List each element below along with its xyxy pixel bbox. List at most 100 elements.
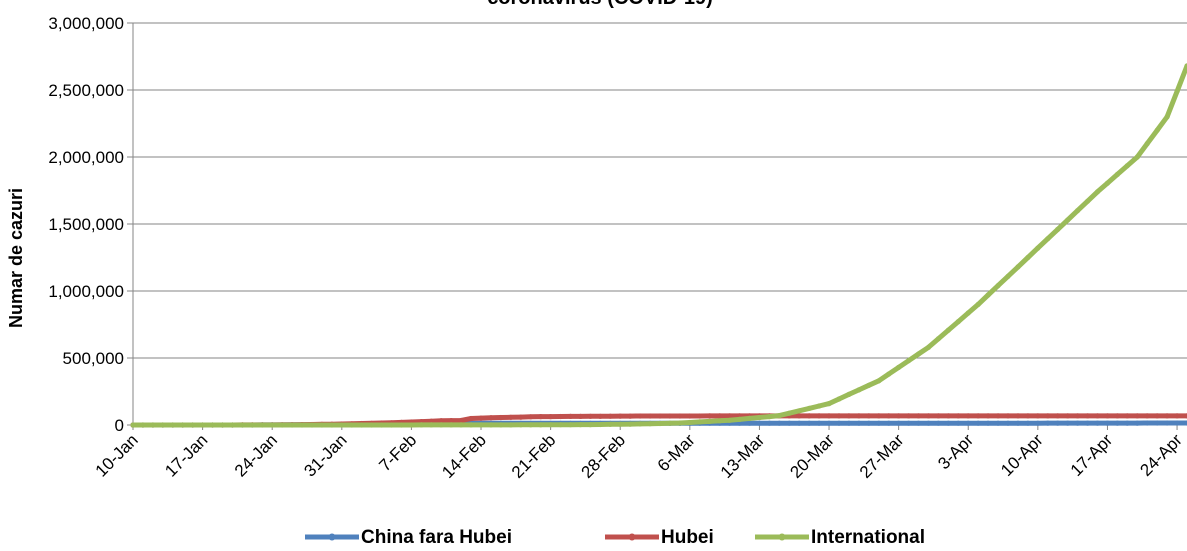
data-point xyxy=(876,420,882,426)
axes xyxy=(127,22,1187,430)
data-point xyxy=(587,413,594,419)
data-point xyxy=(1045,420,1051,426)
x-tick-label: 28-Feb xyxy=(578,430,630,482)
data-point xyxy=(1085,198,1091,204)
data-point xyxy=(925,413,932,419)
data-point xyxy=(945,327,952,333)
data-point xyxy=(607,421,613,427)
data-point xyxy=(1134,413,1140,419)
data-point xyxy=(1025,254,1031,261)
data-point xyxy=(995,413,1001,419)
data-point xyxy=(1164,413,1170,419)
legend-label: Hubei xyxy=(661,527,714,548)
data-point xyxy=(488,422,494,428)
data-point xyxy=(975,301,981,307)
data-point xyxy=(1174,420,1180,426)
data-point xyxy=(369,422,375,428)
data-point xyxy=(1035,413,1041,419)
data-point xyxy=(548,414,554,420)
data-point xyxy=(985,292,991,298)
data-point xyxy=(955,413,961,419)
data-point xyxy=(468,415,474,422)
data-point xyxy=(826,413,832,419)
data-point xyxy=(776,413,782,419)
data-point xyxy=(806,405,812,411)
data-point xyxy=(1035,245,1041,251)
data-point xyxy=(637,421,643,427)
data-point xyxy=(577,422,584,428)
data-point xyxy=(776,420,782,426)
data-point xyxy=(1154,127,1160,133)
data-point xyxy=(528,414,534,420)
data-point xyxy=(707,418,713,424)
data-point xyxy=(518,414,524,420)
data-point xyxy=(896,420,902,426)
data-point xyxy=(816,403,822,409)
data-point xyxy=(1174,88,1180,94)
data-point xyxy=(597,413,603,419)
data-point xyxy=(727,413,733,419)
data-point xyxy=(249,422,255,428)
data-point xyxy=(876,378,882,384)
data-point xyxy=(955,420,961,426)
x-tick-label: 24-Jan xyxy=(231,430,281,480)
data-point xyxy=(906,420,912,426)
y-tick-label: 3,000,000 xyxy=(48,14,124,33)
data-point xyxy=(985,413,991,419)
data-point xyxy=(548,422,554,428)
data-point xyxy=(1104,420,1111,426)
x-tick-label: 24-Apr xyxy=(1136,430,1186,480)
legend-marker xyxy=(328,533,336,541)
data-point xyxy=(1055,226,1061,232)
data-point xyxy=(1124,163,1130,169)
data-point xyxy=(677,413,683,419)
data-point xyxy=(1184,420,1187,426)
data-point xyxy=(319,422,325,428)
data-point xyxy=(826,420,832,426)
data-point xyxy=(329,422,335,428)
legend-item: Hubei xyxy=(605,527,714,548)
data-point xyxy=(1075,420,1081,426)
data-point xyxy=(498,422,504,428)
data-point xyxy=(339,422,345,428)
x-tick-label: 10-Jan xyxy=(92,430,142,480)
data-point xyxy=(398,422,405,428)
data-point xyxy=(935,413,942,419)
x-tick-label: 17-Apr xyxy=(1067,430,1117,480)
data-point xyxy=(498,414,504,421)
data-point xyxy=(856,420,862,426)
data-point xyxy=(697,419,703,425)
data-point xyxy=(1005,413,1011,419)
data-point xyxy=(1085,420,1091,426)
y-tick-label: 0 xyxy=(115,416,124,435)
data-point xyxy=(1025,413,1031,419)
data-point xyxy=(1075,208,1081,214)
data-point xyxy=(806,413,812,419)
x-tick-label: 20-Mar xyxy=(786,430,838,482)
data-point xyxy=(925,420,932,426)
data-point xyxy=(846,391,852,397)
data-point xyxy=(359,422,365,428)
data-point xyxy=(1174,413,1180,419)
data-point xyxy=(985,420,991,426)
data-point xyxy=(219,422,226,428)
data-point xyxy=(229,422,235,428)
data-point xyxy=(796,413,802,419)
data-point xyxy=(756,420,763,426)
data-point xyxy=(488,415,494,421)
x-tick-label: 7-Feb xyxy=(375,430,420,475)
data-point xyxy=(1065,217,1071,223)
data-point xyxy=(965,310,971,316)
data-point xyxy=(816,413,822,419)
legend: China fara Hubei Hubei International xyxy=(305,527,925,548)
data-point xyxy=(1094,189,1101,195)
data-point xyxy=(866,413,872,419)
data-point xyxy=(458,422,464,428)
chart-title: coronavirus (COVID-19) xyxy=(487,0,713,9)
data-point xyxy=(856,387,862,393)
data-point xyxy=(647,421,653,427)
data-point xyxy=(448,418,454,424)
data-point xyxy=(876,413,882,419)
data-point xyxy=(1184,413,1187,419)
